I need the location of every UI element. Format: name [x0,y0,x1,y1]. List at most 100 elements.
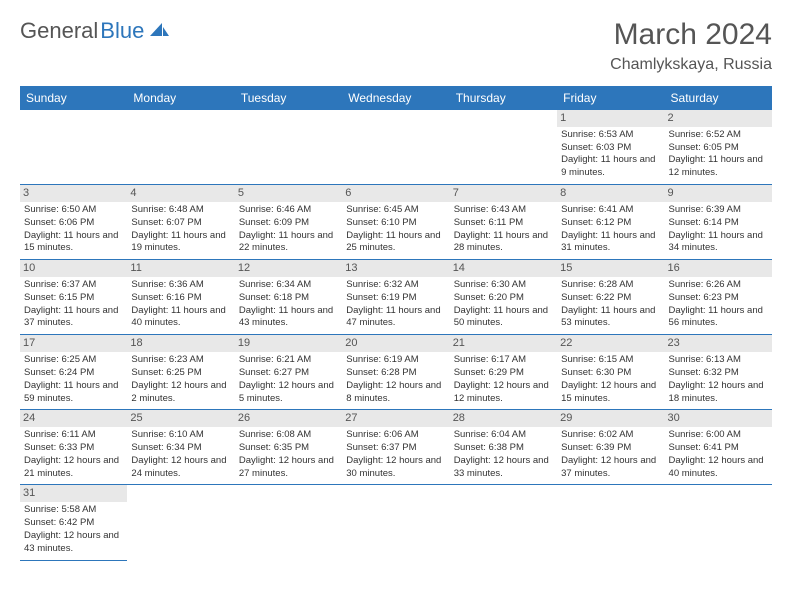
calendar-day-cell [557,485,664,560]
sunset-text: Sunset: 6:38 PM [454,442,553,455]
sunrise-text: Sunrise: 6:11 AM [24,429,123,442]
sunset-text: Sunset: 6:15 PM [24,292,123,305]
sunrise-text: Sunrise: 6:37 AM [24,279,123,292]
calendar-day-cell: 4Sunrise: 6:48 AMSunset: 6:07 PMDaylight… [127,185,234,260]
calendar-day-cell: 19Sunrise: 6:21 AMSunset: 6:27 PMDayligh… [235,335,342,410]
sunrise-text: Sunrise: 6:50 AM [24,204,123,217]
sunset-text: Sunset: 6:10 PM [346,217,445,230]
calendar-day-cell [450,110,557,185]
calendar-day-cell: 9Sunrise: 6:39 AMSunset: 6:14 PMDaylight… [665,185,772,260]
day-number: 27 [342,410,449,427]
daylight-text: Daylight: 12 hours and 21 minutes. [24,455,123,481]
calendar-week-row: 3Sunrise: 6:50 AMSunset: 6:06 PMDaylight… [20,185,772,260]
calendar-day-cell: 1Sunrise: 6:53 AMSunset: 6:03 PMDaylight… [557,110,664,185]
sunset-text: Sunset: 6:14 PM [669,217,768,230]
daylight-text: Daylight: 11 hours and 40 minutes. [131,305,230,331]
sunrise-text: Sunrise: 6:45 AM [346,204,445,217]
day-number: 11 [127,260,234,277]
sunrise-text: Sunrise: 6:15 AM [561,354,660,367]
daylight-text: Daylight: 11 hours and 28 minutes. [454,230,553,256]
daylight-text: Daylight: 12 hours and 24 minutes. [131,455,230,481]
sunrise-text: Sunrise: 6:25 AM [24,354,123,367]
sunrise-text: Sunrise: 6:23 AM [131,354,230,367]
daylight-text: Daylight: 12 hours and 27 minutes. [239,455,338,481]
sunset-text: Sunset: 6:03 PM [561,142,660,155]
weekday-header: Sunday [20,86,127,110]
daylight-text: Daylight: 11 hours and 9 minutes. [561,154,660,180]
month-title: March 2024 [610,18,772,52]
sunrise-text: Sunrise: 6:34 AM [239,279,338,292]
sunrise-text: Sunrise: 6:30 AM [454,279,553,292]
sunset-text: Sunset: 6:19 PM [346,292,445,305]
calendar-week-row: 1Sunrise: 6:53 AMSunset: 6:03 PMDaylight… [20,110,772,185]
daylight-text: Daylight: 11 hours and 19 minutes. [131,230,230,256]
sunrise-text: Sunrise: 6:06 AM [346,429,445,442]
sunrise-text: Sunrise: 6:46 AM [239,204,338,217]
sunrise-text: Sunrise: 6:26 AM [669,279,768,292]
day-number: 9 [665,185,772,202]
day-number: 21 [450,335,557,352]
sail-icon [148,21,170,42]
sunset-text: Sunset: 6:39 PM [561,442,660,455]
day-number: 30 [665,410,772,427]
sunset-text: Sunset: 6:25 PM [131,367,230,380]
calendar-day-cell: 31Sunrise: 5:58 AMSunset: 6:42 PMDayligh… [20,485,127,560]
sunset-text: Sunset: 6:12 PM [561,217,660,230]
sunset-text: Sunset: 6:32 PM [669,367,768,380]
sunrise-text: Sunrise: 6:36 AM [131,279,230,292]
calendar-day-cell [127,110,234,185]
sunrise-text: Sunrise: 6:02 AM [561,429,660,442]
day-number: 13 [342,260,449,277]
daylight-text: Daylight: 11 hours and 56 minutes. [669,305,768,331]
day-number: 1 [557,110,664,127]
daylight-text: Daylight: 12 hours and 5 minutes. [239,380,338,406]
daylight-text: Daylight: 12 hours and 43 minutes. [24,530,123,556]
calendar-day-cell: 18Sunrise: 6:23 AMSunset: 6:25 PMDayligh… [127,335,234,410]
sunset-text: Sunset: 6:09 PM [239,217,338,230]
weekday-header: Tuesday [235,86,342,110]
weekday-header: Thursday [450,86,557,110]
brand-part1: General [20,18,98,44]
sunset-text: Sunset: 6:06 PM [24,217,123,230]
sunset-text: Sunset: 6:29 PM [454,367,553,380]
daylight-text: Daylight: 11 hours and 25 minutes. [346,230,445,256]
sunset-text: Sunset: 6:11 PM [454,217,553,230]
daylight-text: Daylight: 11 hours and 50 minutes. [454,305,553,331]
day-number: 31 [20,485,127,502]
daylight-text: Daylight: 11 hours and 53 minutes. [561,305,660,331]
calendar-day-cell: 14Sunrise: 6:30 AMSunset: 6:20 PMDayligh… [450,260,557,335]
daylight-text: Daylight: 12 hours and 18 minutes. [669,380,768,406]
sunset-text: Sunset: 6:16 PM [131,292,230,305]
calendar-week-row: 17Sunrise: 6:25 AMSunset: 6:24 PMDayligh… [20,335,772,410]
brand-part2: Blue [100,18,144,44]
sunset-text: Sunset: 6:18 PM [239,292,338,305]
day-number: 10 [20,260,127,277]
weekday-header: Saturday [665,86,772,110]
sunrise-text: Sunrise: 6:52 AM [669,129,768,142]
daylight-text: Daylight: 12 hours and 15 minutes. [561,380,660,406]
weekday-header-row: Sunday Monday Tuesday Wednesday Thursday… [20,86,772,110]
day-number: 12 [235,260,342,277]
sunset-text: Sunset: 6:35 PM [239,442,338,455]
sunset-text: Sunset: 6:27 PM [239,367,338,380]
daylight-text: Daylight: 12 hours and 8 minutes. [346,380,445,406]
sunset-text: Sunset: 6:23 PM [669,292,768,305]
sunset-text: Sunset: 6:05 PM [669,142,768,155]
sunset-text: Sunset: 6:24 PM [24,367,123,380]
calendar-body: 1Sunrise: 6:53 AMSunset: 6:03 PMDaylight… [20,110,772,560]
calendar-day-cell: 27Sunrise: 6:06 AMSunset: 6:37 PMDayligh… [342,410,449,485]
sunset-text: Sunset: 6:42 PM [24,517,123,530]
calendar-day-cell: 17Sunrise: 6:25 AMSunset: 6:24 PMDayligh… [20,335,127,410]
calendar-day-cell: 22Sunrise: 6:15 AMSunset: 6:30 PMDayligh… [557,335,664,410]
day-number: 18 [127,335,234,352]
title-block: March 2024 Chamlykskaya, Russia [610,18,772,74]
sunset-text: Sunset: 6:28 PM [346,367,445,380]
calendar-day-cell: 7Sunrise: 6:43 AMSunset: 6:11 PMDaylight… [450,185,557,260]
sunrise-text: Sunrise: 6:00 AM [669,429,768,442]
day-number: 24 [20,410,127,427]
calendar-day-cell: 20Sunrise: 6:19 AMSunset: 6:28 PMDayligh… [342,335,449,410]
calendar-day-cell: 21Sunrise: 6:17 AMSunset: 6:29 PMDayligh… [450,335,557,410]
sunrise-text: Sunrise: 6:32 AM [346,279,445,292]
daylight-text: Daylight: 11 hours and 12 minutes. [669,154,768,180]
day-number: 2 [665,110,772,127]
